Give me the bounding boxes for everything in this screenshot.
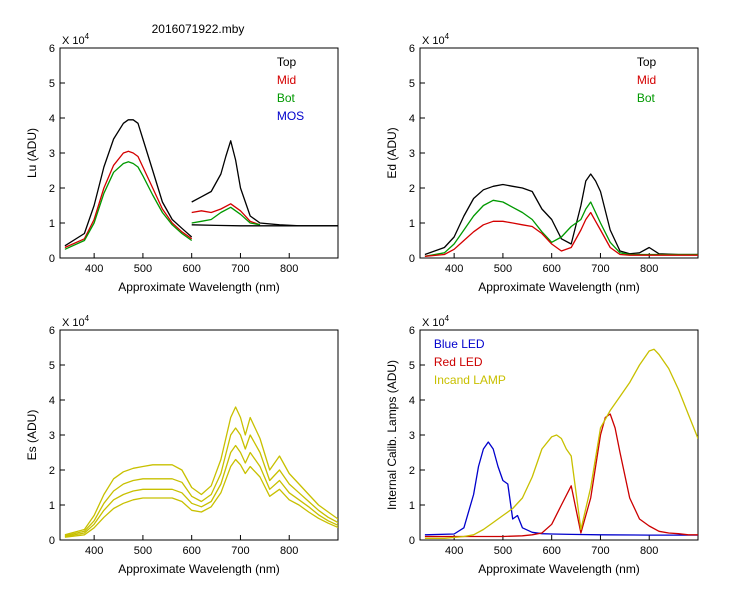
x-tick-label: 500 (134, 263, 152, 275)
series-group (424, 348, 698, 539)
y-tick-label: 3 (49, 430, 55, 442)
y-axis-label: Es (ADU) (25, 410, 39, 461)
y-tick-label: 3 (49, 148, 55, 160)
legend-entry-blue-led: Blue LED (434, 337, 485, 351)
x-tick-label: 800 (640, 263, 658, 275)
x-tick-label: 800 (280, 545, 298, 557)
series-line-es (64, 444, 338, 538)
x-tick-label: 600 (543, 545, 561, 557)
ed-chart: 0 1 2 3 4 5 6 400 500 600 700 800 X 104 Approximate W… (385, 32, 699, 294)
series-line-mos (191, 224, 338, 227)
x-tick-label: 400 (85, 545, 103, 557)
x-axis-label: Approximate Wavelength (nm) (478, 562, 640, 576)
legend-entry-incand-lamp: Incand LAMP (434, 373, 506, 387)
plot-frame (419, 47, 699, 259)
y-tick-label: 2 (49, 465, 55, 477)
x-tick-label: 500 (134, 545, 152, 557)
y-tick-label: 0 (49, 535, 55, 547)
series-line-es (64, 427, 338, 537)
y-tick-label: 2 (409, 183, 415, 195)
y-tick-label: 3 (409, 430, 415, 442)
series-group (64, 119, 338, 250)
series-line-top (191, 140, 338, 227)
axis-multiplier: X 104 (62, 314, 90, 329)
y-tick-label: 4 (49, 395, 55, 407)
x-tick-label: 800 (280, 263, 298, 275)
y-tick-label: 0 (49, 253, 55, 265)
axis-multiplier: X 104 (62, 32, 90, 47)
y-tick-label: 3 (409, 148, 415, 160)
x-tick-label: 400 (445, 263, 463, 275)
series-line-red-led (424, 413, 698, 538)
y-tick-label: 4 (409, 113, 415, 125)
x-tick-label: 400 (85, 263, 103, 275)
lamps-chart: 0 1 2 3 4 5 6 400 500 600 700 800 X 104 Approximate W… (385, 314, 699, 576)
legend-entry-bot: Bot (277, 91, 296, 105)
y-tick-label: 1 (49, 500, 55, 512)
series-line-bot (191, 206, 261, 226)
y-tick-label: 0 (409, 535, 415, 547)
series-group (64, 406, 338, 538)
y-tick-label: 4 (49, 113, 55, 125)
es-chart: 0 1 2 3 4 5 6 400 500 600 700 800 X 104 Approximate W… (25, 314, 339, 576)
x-tick-label: 600 (183, 545, 201, 557)
x-axis-label: Approximate Wavelength (nm) (478, 280, 640, 294)
x-tick-label: 800 (640, 545, 658, 557)
legend-entry-mid: Mid (277, 73, 296, 87)
series-line-blue-led (424, 441, 698, 536)
series-line-es (64, 458, 338, 538)
x-tick-label: 700 (591, 545, 609, 557)
series-line-es (64, 406, 338, 536)
x-tick-label: 400 (445, 545, 463, 557)
x-tick-label: 500 (494, 263, 512, 275)
y-tick-label: 0 (409, 253, 415, 265)
y-axis-label: Internal Calib. Lamps (ADU) (385, 360, 399, 510)
y-axis-label: Lu (ADU) (25, 128, 39, 178)
series-line-incand-lamp (424, 348, 698, 539)
series-line-top (64, 119, 193, 247)
legend-entry-top: Top (637, 55, 657, 69)
y-tick-label: 4 (409, 395, 415, 407)
y-tick-label: 5 (409, 78, 415, 90)
legend-entry-red-led: Red LED (434, 355, 483, 369)
x-tick-label: 700 (231, 545, 249, 557)
x-tick-label: 600 (183, 263, 201, 275)
y-tick-label: 6 (49, 325, 55, 337)
x-tick-label: 500 (494, 545, 512, 557)
series-line-mid (424, 211, 698, 257)
y-tick-label: 1 (409, 218, 415, 230)
legend-entry-bot: Bot (637, 91, 656, 105)
series-line-mid (64, 150, 193, 249)
series-line-bot (424, 199, 698, 257)
x-tick-label: 600 (543, 263, 561, 275)
lu-chart: 0 1 2 3 4 5 6 400 500 600 700 800 X 104 Approximate W… (25, 32, 339, 294)
y-tick-label: 5 (409, 360, 415, 372)
y-tick-label: 6 (49, 43, 55, 55)
series-group (424, 173, 698, 257)
legend-entry-top: Top (277, 55, 297, 69)
axis-multiplier: X 104 (422, 314, 450, 329)
y-tick-label: 1 (49, 218, 55, 230)
x-axis-label: Approximate Wavelength (nm) (118, 562, 280, 576)
series-line-bot (64, 161, 193, 250)
y-tick-label: 5 (49, 360, 55, 372)
plot-frame (59, 47, 339, 259)
x-tick-label: 700 (591, 263, 609, 275)
figure-title: 2016071922.mby (152, 22, 245, 36)
series-line-top (424, 173, 698, 256)
legend-entry-mos: MOS (277, 109, 304, 123)
y-tick-label: 1 (409, 500, 415, 512)
series-line-mid (191, 203, 261, 226)
y-tick-label: 6 (409, 325, 415, 337)
y-tick-label: 6 (409, 43, 415, 55)
y-tick-label: 2 (49, 183, 55, 195)
x-tick-label: 700 (231, 263, 249, 275)
y-axis-label: Ed (ADU) (385, 127, 399, 178)
axis-multiplier: X 104 (422, 32, 450, 47)
y-tick-label: 2 (409, 465, 415, 477)
legend-entry-mid: Mid (637, 73, 656, 87)
x-axis-label: Approximate Wavelength (nm) (118, 280, 280, 294)
y-tick-label: 5 (49, 78, 55, 90)
